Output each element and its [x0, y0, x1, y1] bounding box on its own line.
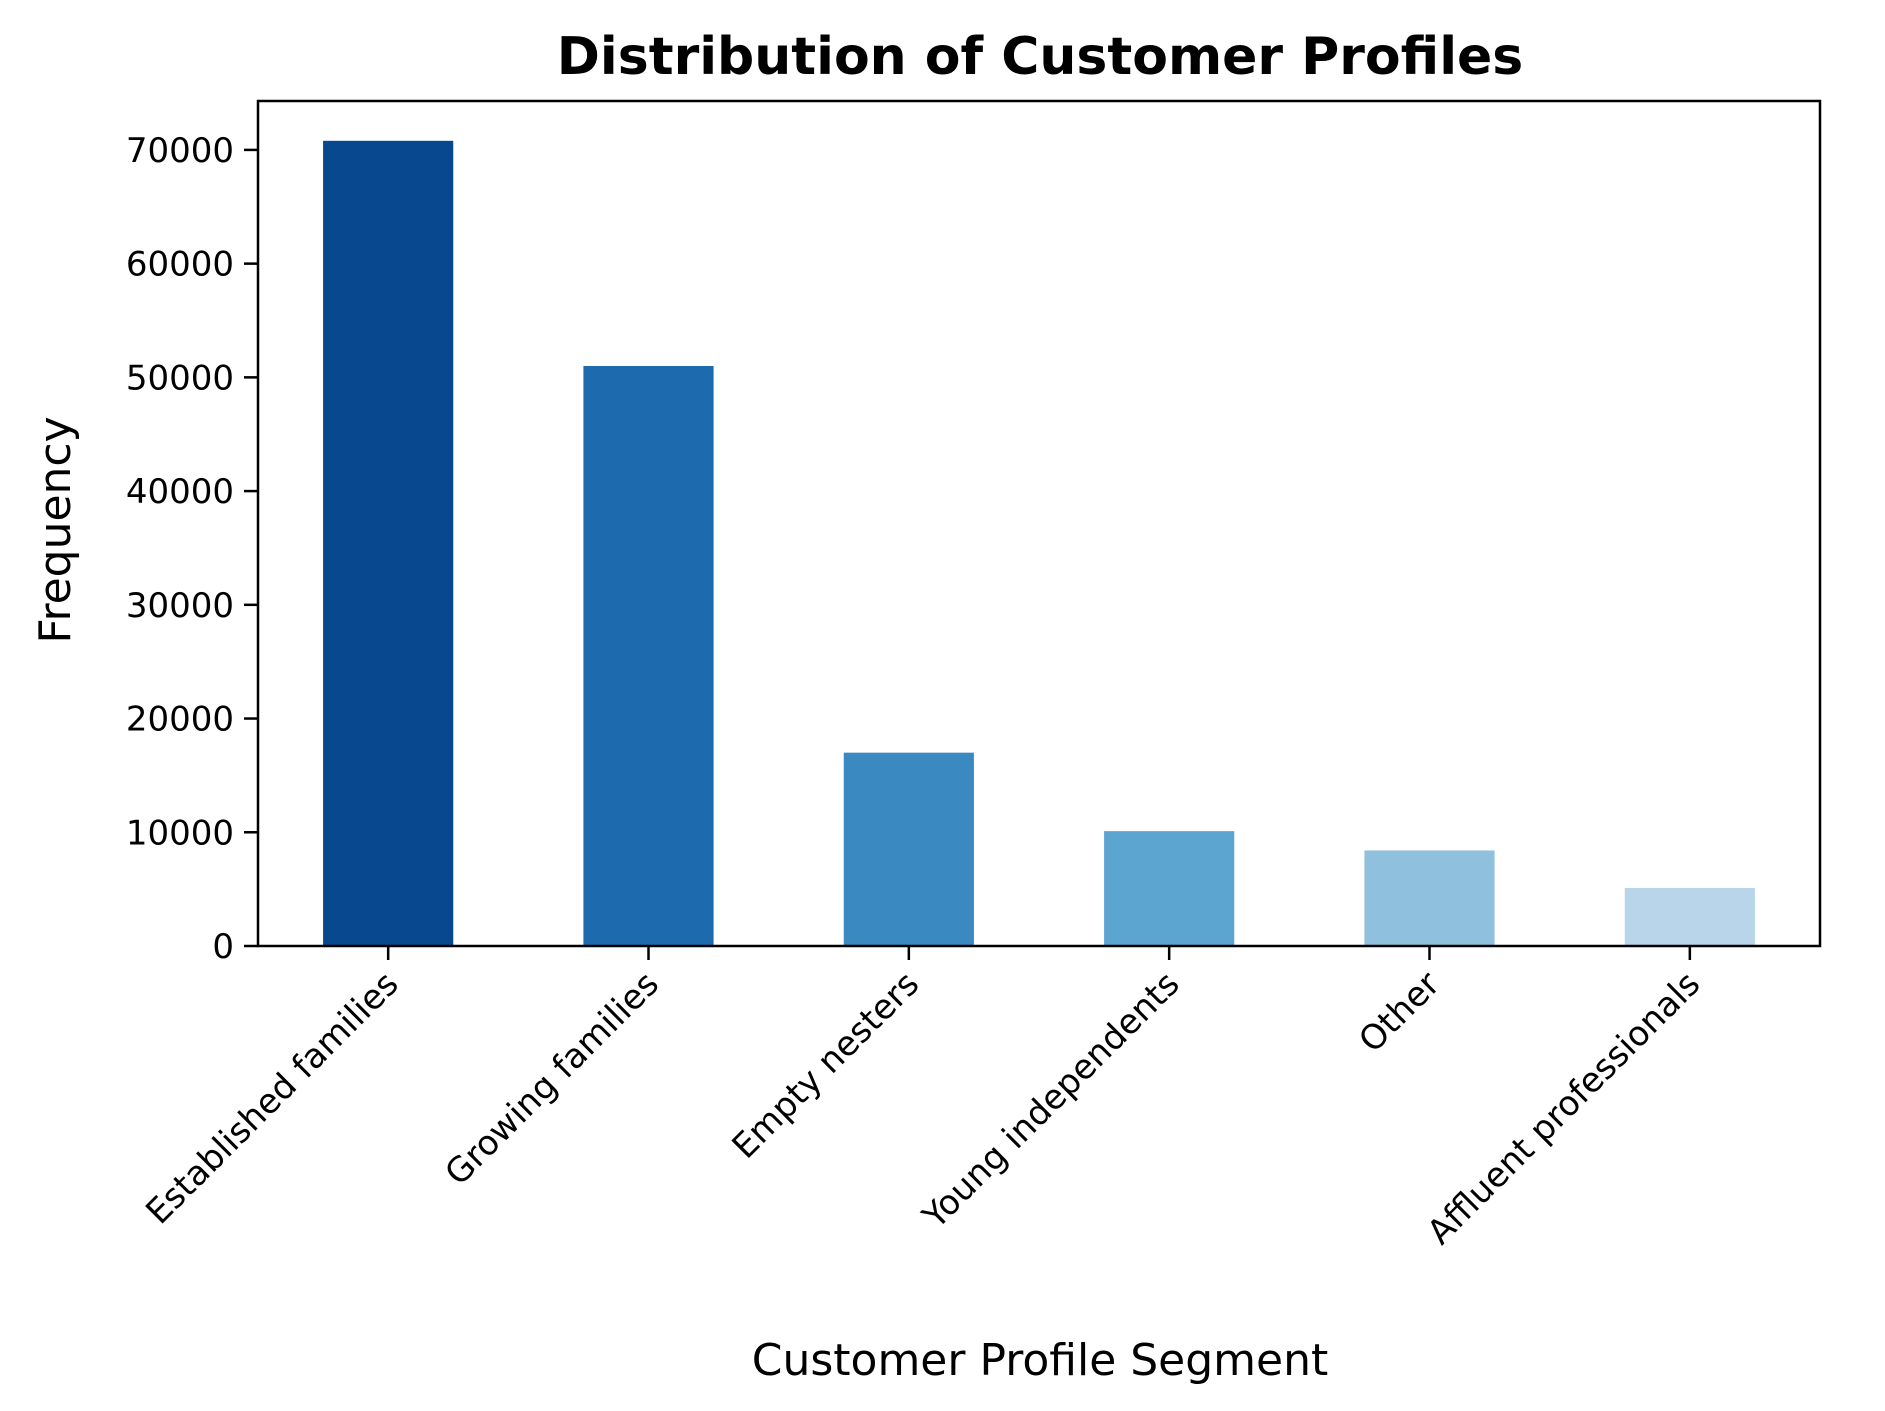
x-tick-label: Established families	[138, 964, 406, 1232]
bar-young-independents	[1104, 831, 1235, 946]
x-tick-label: Growing families	[437, 964, 666, 1193]
y-axis: 0 10000 20000 30000 40000 50000 60000 70000	[126, 131, 258, 967]
x-axis: Established families Growing families Empt…	[138, 946, 1708, 1253]
x-tick-label: Affluent professionals	[1420, 964, 1709, 1253]
bars-layer	[323, 140, 1755, 947]
x-tick-label: Empty nesters	[725, 964, 928, 1167]
bar-growing-families	[583, 365, 714, 946]
x-tick-label: Other	[1351, 964, 1448, 1061]
y-tick-label: 10000	[126, 813, 234, 853]
bar-affluent-professionals	[1624, 887, 1755, 946]
bar-established-families	[323, 140, 454, 947]
chart-title: Distribution of Customer Profiles	[557, 27, 1523, 87]
plot-frame	[256, 99, 1822, 948]
y-tick-label: 70000	[126, 131, 234, 171]
y-tick-label: 40000	[126, 472, 234, 512]
x-tick-label: Young independents	[914, 964, 1187, 1237]
y-tick-label: 50000	[126, 358, 234, 398]
x-axis-label: Customer Profile Segment	[752, 1335, 1329, 1386]
y-tick-label: 20000	[126, 700, 234, 740]
y-tick-label: 0	[212, 927, 234, 967]
bar-empty-nesters	[843, 752, 974, 946]
y-tick-label: 60000	[126, 245, 234, 285]
y-tick-label: 30000	[126, 586, 234, 626]
bar-other	[1364, 850, 1495, 946]
y-axis-label: Frequency	[30, 416, 81, 643]
